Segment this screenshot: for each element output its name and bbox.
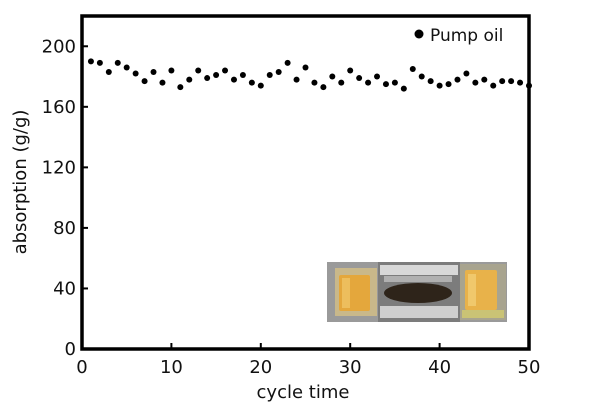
legend-marker xyxy=(414,29,424,39)
data-point xyxy=(329,73,336,80)
data-point xyxy=(427,78,434,85)
x-axis-ticks: 0 10 20 30 40 50 xyxy=(76,343,540,378)
data-point xyxy=(105,69,112,76)
inset-photo xyxy=(327,262,507,322)
data-point xyxy=(222,67,229,74)
y-tick-label: 200 xyxy=(42,36,76,57)
x-axis-label: cycle time xyxy=(257,382,350,403)
data-point xyxy=(517,79,524,86)
data-point xyxy=(257,82,264,89)
data-point xyxy=(302,64,309,71)
data-point xyxy=(454,76,461,83)
data-point xyxy=(132,70,139,77)
data-point xyxy=(400,85,407,92)
y-axis-ticks: 0 40 80 120 160 200 xyxy=(42,36,88,360)
data-point xyxy=(195,67,202,74)
data-point xyxy=(141,78,148,85)
y-tick-label: 40 xyxy=(53,278,76,299)
data-point xyxy=(490,82,497,89)
data-point xyxy=(409,65,416,72)
data-point xyxy=(356,75,363,82)
data-point xyxy=(114,59,121,66)
x-tick-label: 30 xyxy=(339,357,362,378)
data-point xyxy=(320,84,327,91)
data-point xyxy=(204,75,211,82)
data-point xyxy=(499,78,506,85)
data-point xyxy=(168,67,175,74)
x-tick-label: 50 xyxy=(518,357,541,378)
data-point xyxy=(382,81,389,88)
data-point xyxy=(266,72,273,79)
data-point xyxy=(96,59,103,66)
x-tick-label: 40 xyxy=(428,357,451,378)
data-point xyxy=(275,69,282,76)
data-point xyxy=(248,79,255,86)
data-point xyxy=(418,73,425,80)
data-point xyxy=(374,73,381,80)
data-point xyxy=(445,81,452,88)
data-point xyxy=(239,72,246,79)
data-point xyxy=(463,70,470,77)
y-tick-label: 80 xyxy=(53,218,76,239)
data-point xyxy=(472,79,479,86)
data-point xyxy=(213,72,220,79)
data-point xyxy=(159,79,166,86)
x-tick-label: 0 xyxy=(76,357,87,378)
x-tick-label: 10 xyxy=(160,357,183,378)
data-point xyxy=(150,69,157,76)
data-point xyxy=(186,76,193,83)
legend: Pump oil xyxy=(414,26,503,46)
data-point xyxy=(230,76,237,83)
data-point xyxy=(177,84,184,91)
data-point xyxy=(311,79,318,86)
data-point xyxy=(436,82,443,89)
data-point xyxy=(365,79,372,86)
data-point xyxy=(508,78,515,85)
y-axis-label: absorption (g/g) xyxy=(10,110,31,255)
data-point xyxy=(284,59,291,66)
data-point xyxy=(123,64,130,71)
y-tick-label: 0 xyxy=(65,339,76,360)
data-points xyxy=(87,58,532,92)
data-point xyxy=(481,76,488,83)
data-point xyxy=(293,76,300,83)
y-tick-label: 160 xyxy=(42,97,76,118)
data-point xyxy=(338,79,345,86)
data-point xyxy=(87,58,94,65)
data-point xyxy=(526,82,532,89)
data-point xyxy=(347,67,354,74)
data-point xyxy=(391,79,398,86)
legend-label: Pump oil xyxy=(430,26,503,46)
y-tick-label: 120 xyxy=(42,157,76,178)
x-tick-label: 20 xyxy=(249,357,272,378)
